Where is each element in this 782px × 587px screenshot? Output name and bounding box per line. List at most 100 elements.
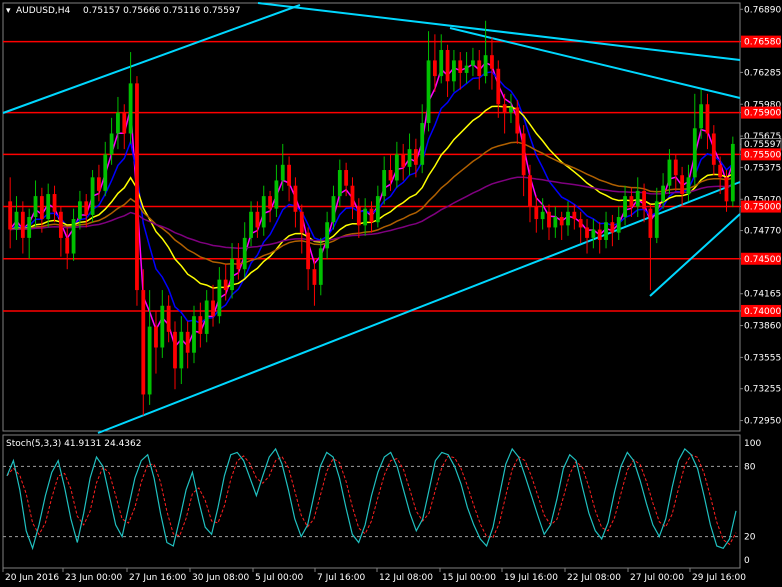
y-tick-label: 0.76285 <box>744 68 781 78</box>
candle-body <box>350 185 355 207</box>
candle-body <box>642 190 646 209</box>
level-label-box <box>741 148 781 161</box>
candle-body <box>521 133 526 176</box>
y-tick-label: 0.75980 <box>744 100 781 110</box>
candle-body <box>610 222 615 233</box>
candle-body <box>490 55 494 69</box>
x-tick-label: 27 Jun 16:00 <box>129 573 186 583</box>
trendline-support-short[interactable] <box>649 213 741 297</box>
y-tick-label: 0.75500 <box>744 150 781 160</box>
x-tick-label: 19 Jul 16:00 <box>504 573 558 583</box>
x-tick-label: 15 Jul 00:00 <box>442 573 496 583</box>
candle-body <box>502 104 507 113</box>
candle-body <box>629 196 634 207</box>
candle-body <box>230 258 234 291</box>
level-label-box <box>741 106 781 119</box>
stoch-main-line <box>6 447 737 551</box>
y-tick-label: 0.76890 <box>744 5 781 15</box>
y-tick-label: 0.74500 <box>744 255 781 265</box>
candle-body <box>680 175 685 195</box>
candle-body <box>667 159 672 186</box>
trendline-resistance-top[interactable] <box>257 2 741 61</box>
candle-body <box>591 229 596 238</box>
y-tick-label: 0.76580 <box>744 38 781 48</box>
candle-body <box>559 217 564 226</box>
candle-body <box>249 211 253 238</box>
candle-body <box>223 279 228 291</box>
candle-body <box>445 49 450 82</box>
y-tick-label: 0.75000 <box>744 203 781 213</box>
candle-body <box>236 258 241 270</box>
x-tick-label: 23 Jun 00:00 <box>65 573 122 583</box>
y-tick-label: 0.73255 <box>744 385 781 395</box>
candle-body <box>84 201 89 215</box>
candle-body <box>242 237 247 270</box>
y-tick-label: 0.73860 <box>744 322 781 332</box>
candle-body <box>439 49 444 77</box>
candle-body <box>566 211 570 226</box>
candle-body <box>135 83 139 291</box>
stochastic-oscillator: 100 80 20 0 <box>3 439 761 566</box>
candlesticks <box>8 20 735 416</box>
candle-body <box>280 164 285 181</box>
trendline-resistance-second[interactable] <box>449 27 741 99</box>
candle-body <box>509 107 513 113</box>
level-label-box <box>741 252 781 265</box>
y-tick-label: 0.75070 <box>744 195 781 205</box>
candle-body <box>65 237 70 254</box>
candle-body <box>407 149 412 167</box>
candle-body <box>432 60 437 77</box>
level-label-box <box>741 200 781 213</box>
candle-body <box>661 185 666 202</box>
candle-body <box>58 211 63 238</box>
candle-body <box>116 112 120 134</box>
x-tick-label: 12 Jul 08:00 <box>379 573 433 583</box>
candle-body <box>547 211 551 228</box>
candle-body <box>312 269 317 285</box>
level-label-box <box>741 304 781 317</box>
candle-body <box>464 65 469 73</box>
candle-body <box>325 222 330 249</box>
candle-body <box>616 217 621 233</box>
candle-body <box>77 201 82 220</box>
candle-body <box>154 326 158 348</box>
candle-body <box>97 177 101 191</box>
trendlines <box>2 2 741 434</box>
candle-body <box>14 211 19 230</box>
trendline-support-channel[interactable] <box>97 181 741 434</box>
candle-body <box>673 159 678 176</box>
x-tick-label: 27 Jul 00:00 <box>630 573 684 583</box>
stoch-panel-frame <box>2 434 741 569</box>
candle-body <box>420 123 425 165</box>
x-tick-label: 20 Jun 2016 <box>5 573 59 583</box>
candle-body <box>528 175 532 207</box>
candle-body <box>730 143 735 202</box>
candle-body <box>578 219 583 228</box>
candle-body <box>103 154 108 191</box>
candle-body <box>192 316 196 353</box>
candle-body <box>458 60 463 73</box>
candle-body <box>166 305 171 332</box>
symbol-dropdown-icon[interactable]: ▾ <box>6 6 11 16</box>
trendline-upper-channel[interactable] <box>2 4 301 114</box>
candle-body <box>306 232 311 270</box>
candle-body <box>293 185 298 212</box>
candle-body <box>604 222 608 240</box>
candle-body <box>204 300 209 334</box>
candle-body <box>654 201 659 238</box>
candle-body <box>363 208 368 226</box>
y-tick-label: 0.75375 <box>744 163 781 173</box>
candle-body <box>477 60 482 77</box>
candle-body <box>318 248 323 285</box>
candle-body <box>27 217 32 238</box>
main-panel-frame <box>2 2 741 432</box>
y-tick-label: 0.75900 <box>744 109 781 119</box>
candle-body <box>255 211 260 228</box>
candle-body <box>375 196 380 223</box>
ohlc-values: 0.75157 0.75666 0.75116 0.75597 <box>83 6 240 16</box>
candle-body <box>179 331 184 369</box>
candle-body <box>274 180 279 209</box>
candle-body <box>623 196 627 217</box>
ma-purple <box>10 176 733 249</box>
